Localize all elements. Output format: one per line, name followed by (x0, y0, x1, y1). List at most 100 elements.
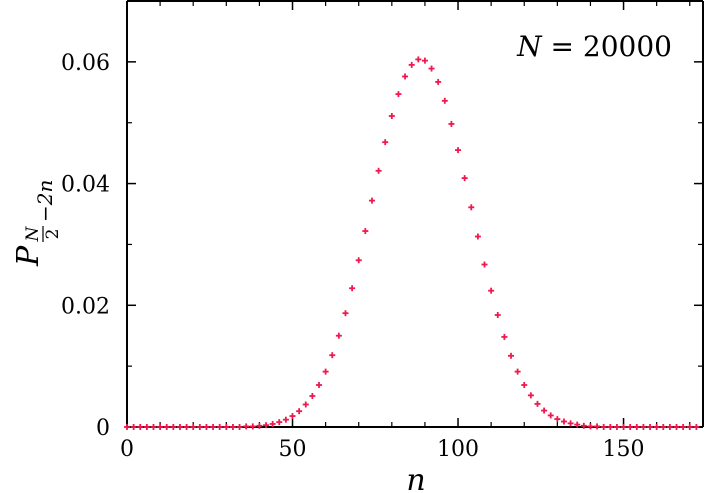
data-point (600, 424, 607, 430)
data-point (554, 416, 561, 423)
plot-frame (126, 0, 704, 428)
data-point (382, 139, 389, 146)
data-point (613, 424, 620, 430)
data-point (653, 424, 660, 430)
data-point (216, 424, 223, 430)
data-point (236, 424, 243, 430)
axis-ticks (126, 1, 703, 428)
data-point (580, 422, 587, 429)
data-point (527, 392, 534, 399)
data-point (408, 61, 415, 68)
data-point (441, 97, 448, 104)
data-point (289, 413, 296, 420)
data-point (693, 424, 700, 430)
y-tick-label: 0.02 (61, 294, 110, 319)
data-point (455, 147, 462, 154)
data-point (395, 91, 402, 98)
data-point (547, 412, 554, 419)
data-point (223, 424, 230, 430)
data-point (322, 368, 329, 375)
annotation: N = 20000 (516, 30, 672, 63)
data-point (375, 167, 382, 174)
data-point (508, 352, 514, 359)
data-point (474, 233, 481, 240)
data-point (368, 197, 375, 204)
data-point (282, 416, 289, 423)
data-point (190, 424, 197, 430)
data-point (176, 424, 183, 430)
data-point (428, 65, 435, 72)
annotation-lhs: N (516, 30, 543, 63)
data-point (256, 422, 263, 429)
data-point (243, 423, 250, 430)
y-axis-label-sub-tail: −2n (33, 180, 57, 222)
data-point (196, 424, 203, 430)
data-point (342, 310, 349, 317)
data-point (660, 424, 667, 430)
y-tick-label: 0 (96, 416, 110, 441)
data-point (435, 78, 442, 85)
data-point (594, 423, 601, 430)
y-tick-label: 0.04 (61, 173, 110, 198)
data-point (388, 113, 395, 120)
y-axis-label-sub-num: N (23, 225, 43, 242)
data-point (355, 257, 362, 264)
data-point (415, 56, 422, 63)
data-point (296, 408, 303, 415)
y-axis-label-sub-den: 2 (43, 229, 63, 240)
data-point (157, 424, 164, 430)
data-point (574, 421, 581, 428)
data-point (249, 423, 256, 430)
data-point (647, 424, 654, 430)
data-point (686, 424, 693, 430)
data-point (461, 175, 468, 182)
data-point (335, 332, 342, 339)
y-tick-label: 0.06 (61, 51, 110, 76)
data-point (534, 400, 541, 407)
data-point (130, 424, 137, 430)
data-point (143, 424, 150, 430)
tick-labels: 0 50 100 150 0 0.02 0.04 0.06 (61, 51, 645, 462)
data-points (124, 56, 700, 430)
y-axis-label-main: P (11, 245, 46, 267)
data-point (514, 368, 521, 375)
data-point (316, 382, 322, 389)
x-tick-label: 100 (437, 437, 479, 462)
data-point (620, 424, 627, 430)
data-point (494, 312, 501, 319)
x-tick-label: 150 (603, 437, 645, 462)
x-tick-label: 50 (279, 437, 307, 462)
data-point (468, 204, 475, 211)
data-point (680, 424, 687, 430)
data-point (362, 228, 369, 235)
data-point (673, 424, 680, 430)
data-point (329, 352, 336, 359)
data-point (627, 424, 634, 430)
data-point (567, 420, 574, 427)
data-point (137, 424, 144, 430)
data-point (666, 424, 673, 430)
data-point (501, 333, 508, 340)
annotation-rhs: 20000 (583, 30, 672, 63)
data-point (521, 382, 528, 389)
data-point (263, 422, 270, 429)
data-point (276, 419, 283, 426)
data-point (163, 424, 170, 430)
data-point (170, 424, 177, 430)
x-axis-label: n (406, 463, 425, 493)
data-point (481, 261, 488, 268)
data-point (229, 424, 236, 430)
data-point (541, 407, 548, 414)
data-point (633, 424, 640, 430)
data-point (421, 57, 428, 64)
data-point (210, 424, 217, 430)
data-point (269, 420, 276, 427)
x-tick-label: 0 (120, 437, 134, 462)
data-point (402, 73, 409, 80)
data-point (302, 401, 309, 408)
data-point (349, 285, 356, 292)
data-point (309, 392, 316, 399)
data-point (124, 424, 130, 430)
data-point (560, 418, 567, 425)
